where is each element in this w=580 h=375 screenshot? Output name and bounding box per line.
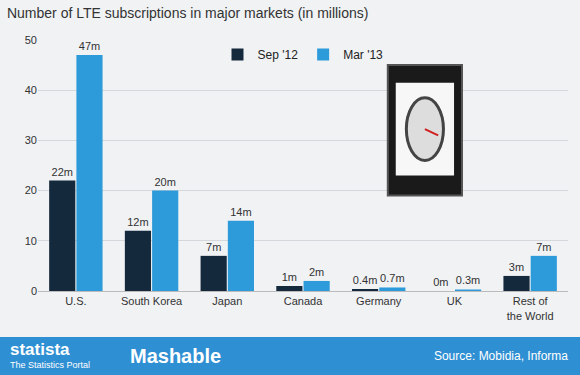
svg-text:Rest ofthe World: Rest ofthe World xyxy=(507,295,554,321)
svg-text:Canada: Canada xyxy=(284,295,323,307)
svg-text:2m: 2m xyxy=(309,266,324,278)
svg-text:Number of LTE subscriptions in: Number of LTE subscriptions in major mar… xyxy=(7,5,369,21)
svg-text:Germany: Germany xyxy=(356,295,402,307)
svg-text:Japan: Japan xyxy=(212,295,242,307)
svg-text:20m: 20m xyxy=(154,176,175,188)
svg-text:7m: 7m xyxy=(206,241,221,253)
svg-text:South Korea: South Korea xyxy=(121,295,183,307)
html-text:The Statistics Portal: The Statistics Portal xyxy=(10,360,90,370)
svg-text:14m: 14m xyxy=(230,206,251,218)
svg-text:0.4m: 0.4m xyxy=(353,274,377,286)
html-text:Mashable: Mashable xyxy=(130,345,222,367)
svg-text:12m: 12m xyxy=(127,216,148,228)
svg-text:7m: 7m xyxy=(536,241,551,253)
svg-text:0.7m: 0.7m xyxy=(380,272,404,284)
svg-text:3m: 3m xyxy=(509,261,524,273)
svg-text:20: 20 xyxy=(25,184,37,196)
svg-text:1m: 1m xyxy=(282,271,297,283)
svg-text:UK: UK xyxy=(447,295,463,307)
svg-text:0m: 0m xyxy=(433,276,448,288)
svg-text:0.3m: 0.3m xyxy=(456,274,480,286)
html-text:statista: statista xyxy=(10,340,70,359)
svg-text:10: 10 xyxy=(25,235,37,247)
html-text:Source: Mobidia, Informa: Source: Mobidia, Informa xyxy=(433,349,568,363)
svg-text:0: 0 xyxy=(31,285,37,297)
svg-text:47m: 47m xyxy=(79,40,100,52)
svg-text:40: 40 xyxy=(25,84,37,96)
svg-text:U.S.: U.S. xyxy=(65,295,86,307)
svg-text:50: 50 xyxy=(25,34,37,46)
svg-text:Sep '12: Sep '12 xyxy=(258,48,299,62)
svg-text:22m: 22m xyxy=(52,166,73,178)
svg-text:30: 30 xyxy=(25,134,37,146)
svg-text:Mar '13: Mar '13 xyxy=(343,48,383,62)
